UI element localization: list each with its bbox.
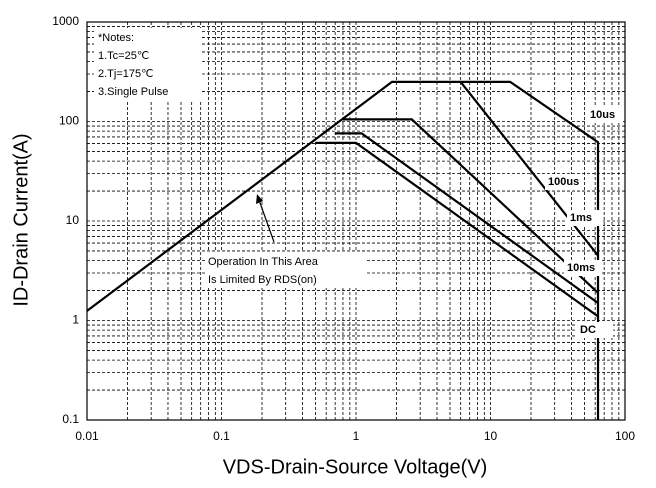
y-tick-label: 0.1 xyxy=(62,412,79,426)
x-tick-label: 0.01 xyxy=(75,429,99,443)
series-line xyxy=(459,81,599,257)
series-line xyxy=(86,80,600,420)
series-line xyxy=(315,141,599,318)
y-tick-label: 1 xyxy=(72,313,79,327)
y-axis-label: ID-Drain Current(A) xyxy=(10,133,32,306)
series-label-bg xyxy=(567,210,603,226)
series-label: 10us xyxy=(590,109,615,121)
x-tick-label: 10 xyxy=(484,429,498,443)
series-label-bg xyxy=(587,107,623,123)
y-tick-label: 1000 xyxy=(52,14,79,28)
series-line xyxy=(335,132,599,304)
series-label: 1ms xyxy=(570,212,592,224)
series-label-bg xyxy=(564,260,600,276)
series-label-bg xyxy=(545,174,581,190)
annotation: Operation In This Area xyxy=(208,256,319,268)
note: *Notes: xyxy=(98,32,134,44)
series-label: 10ms xyxy=(567,262,595,274)
note: 3.Single Pulse xyxy=(98,86,168,98)
annotation: Is Limited By RDS(on) xyxy=(208,274,317,286)
y-tick-label: 100 xyxy=(59,114,79,128)
x-tick-label: 1 xyxy=(353,429,360,443)
plot-frame xyxy=(86,21,626,421)
series-line xyxy=(342,118,599,294)
x-tick-label: 100 xyxy=(615,429,635,443)
x-tick-label: 0.1 xyxy=(213,429,230,443)
series-label: 100us xyxy=(548,176,579,188)
annotation-arrow xyxy=(258,199,275,243)
arrow-head xyxy=(256,194,263,204)
x-axis-label: VDS-Drain-Source Voltage(V) xyxy=(223,456,488,478)
series-label-bg xyxy=(577,322,613,338)
notes-box xyxy=(94,28,202,102)
series-label: DC xyxy=(580,324,596,336)
y-tick-label: 10 xyxy=(66,213,80,227)
note: 2.Tj=175℃ xyxy=(98,68,153,80)
annotation-box xyxy=(205,252,365,288)
note: 1.Tc=25℃ xyxy=(98,50,149,62)
